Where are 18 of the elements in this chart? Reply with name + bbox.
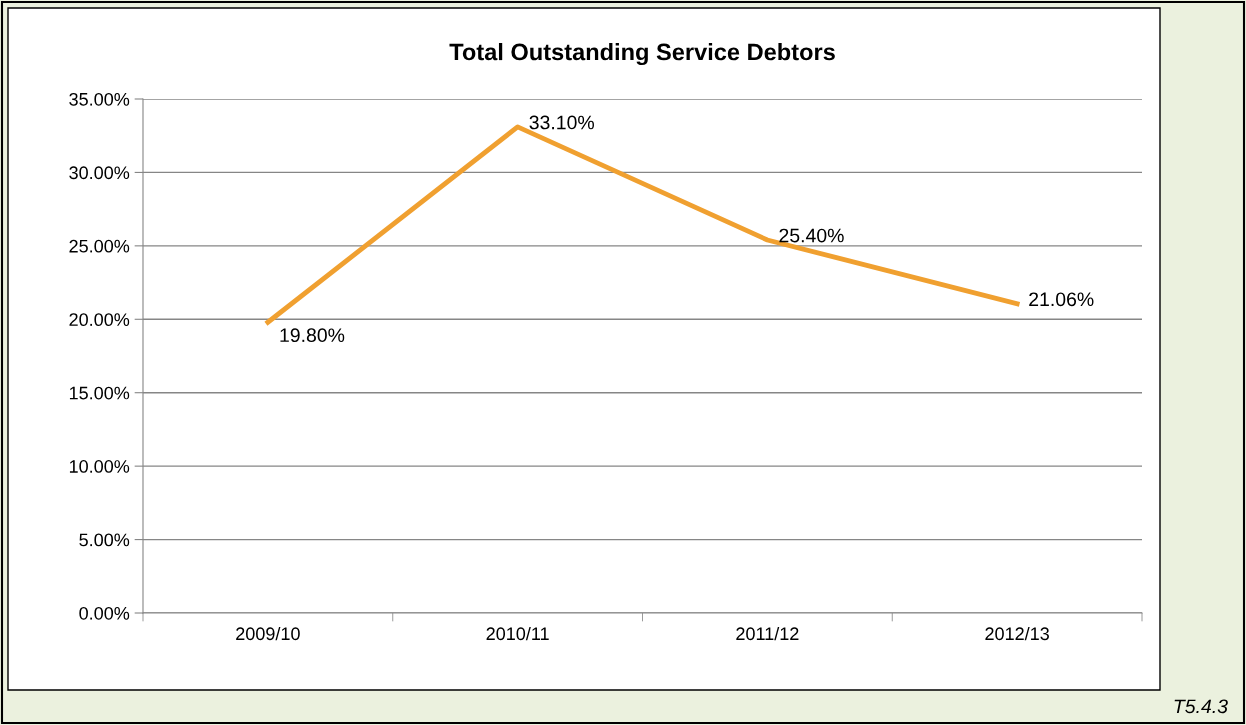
y-tick-label: 25.00%: [69, 239, 130, 253]
x-tick-label: 2012/13: [985, 626, 1049, 641]
text: T5.4.3: [1174, 699, 1228, 714]
x-tick-label: 2010/11: [486, 626, 549, 641]
y-tick-label: 20.00%: [69, 313, 130, 327]
data-label: 19.80%: [280, 328, 345, 343]
x-tick-label: 2011/12: [736, 626, 799, 641]
y-tick-label: 35.00%: [69, 92, 130, 106]
y-tick-label: 30.00%: [69, 166, 130, 180]
chart-title: Total Outstanding Service Debtors: [449, 43, 835, 66]
y-tick-label: 5.00%: [79, 533, 130, 547]
y-tick-label: 10.00%: [69, 460, 130, 473]
data-label: 33.10%: [529, 115, 594, 130]
y-tick-label: 0.00%: [79, 606, 130, 620]
y-tick-label: 15.00%: [69, 386, 130, 400]
x-tick-label: 2009/10: [236, 626, 300, 641]
data-label: 21.06%: [1029, 292, 1094, 307]
data-label: 25.40%: [779, 228, 844, 243]
